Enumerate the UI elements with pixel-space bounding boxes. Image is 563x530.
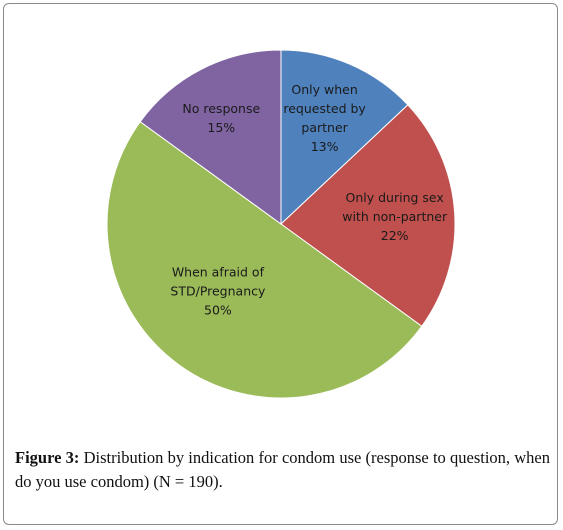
figure-caption: Figure 3: Distribution by indication for… <box>15 446 550 494</box>
slice-percent-label: 22% <box>381 228 409 243</box>
pie-slice-3 <box>106 121 423 399</box>
slice-name-line: STD/Pregnancy <box>170 284 266 299</box>
slice-percent-label: 13% <box>311 139 339 154</box>
pie-chart: Only when requested by partner 13% Only duri… <box>106 49 456 399</box>
slice-name-line: Only when <box>291 82 357 97</box>
slice-name-line: When afraid of <box>172 265 265 280</box>
slice-name-line: with non-partner <box>342 209 448 224</box>
pie-labels: Only when requested by partner 13% Only duri… <box>170 82 448 317</box>
pie-slice-4 <box>139 49 282 225</box>
slice-percent-label: 50% <box>204 303 232 318</box>
slice-name-line: requested by <box>283 101 366 116</box>
slice-name-line: No response <box>182 101 260 116</box>
pie-slices <box>106 49 456 399</box>
slice-label-4: No response 15% <box>182 101 260 135</box>
figure-label: Figure 3: <box>15 448 80 467</box>
pie-chart-svg: Only when requested by partner 13% Only duri… <box>106 49 456 399</box>
slice-percent-label: 15% <box>207 120 235 135</box>
slice-label-1: Only when requested by partner 13% <box>283 82 366 154</box>
pie-slice-2 <box>280 104 456 327</box>
slice-label-3: When afraid of STD/Pregnancy 50% <box>170 265 266 318</box>
slice-label-2: Only during sex with non-partner 22% <box>342 190 448 243</box>
slice-name-line: Only during sex <box>346 190 444 205</box>
pie-slice-1 <box>280 49 409 226</box>
slice-name-line: partner <box>301 120 348 135</box>
figure-caption-text: Distribution by indication for condom us… <box>15 448 551 491</box>
